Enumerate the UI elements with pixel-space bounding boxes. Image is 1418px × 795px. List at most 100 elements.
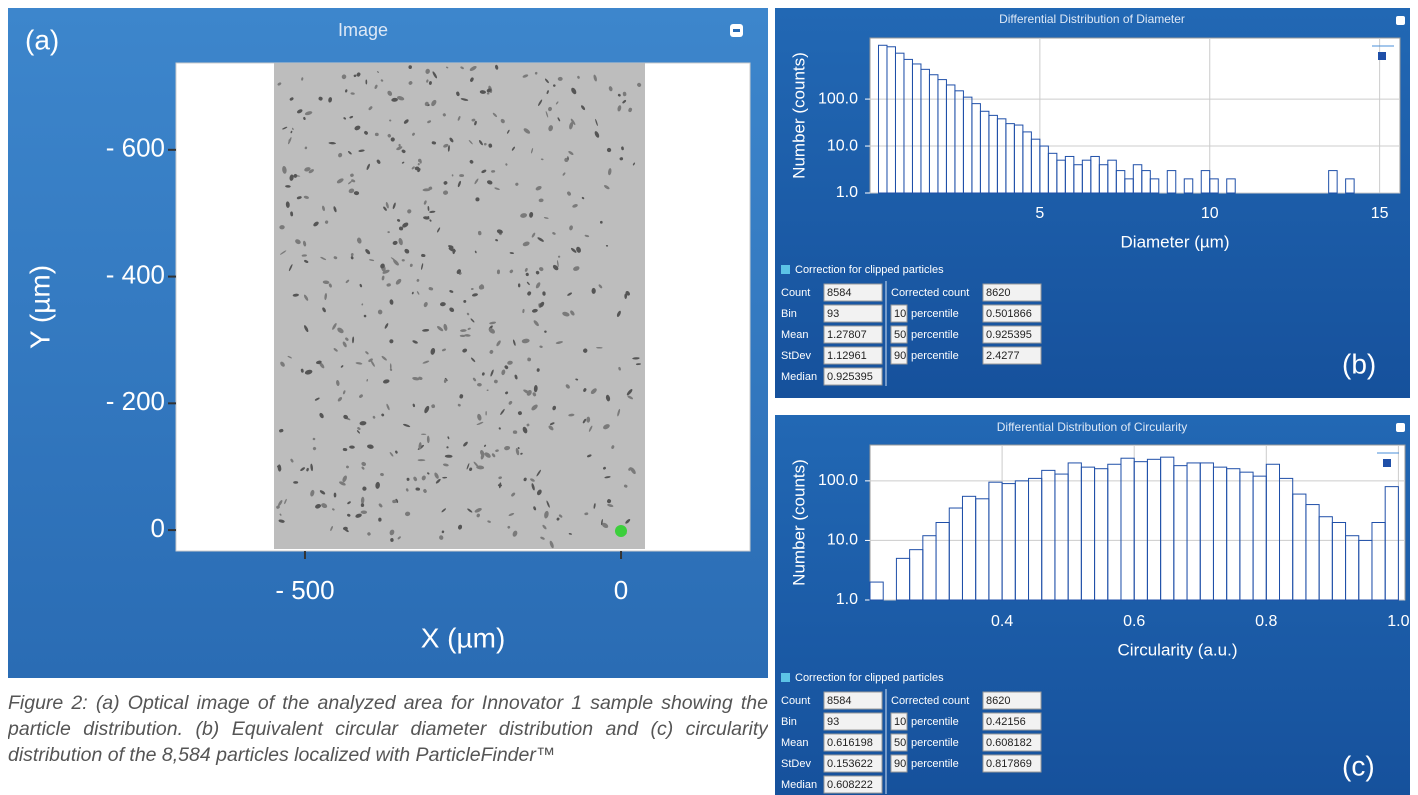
speck [359,394,363,398]
stat-value: 2.4277 [986,350,1020,362]
stat-box [823,325,883,344]
y-tick-label: - 400 [106,259,165,289]
plot-area [869,444,1406,601]
speck [544,330,547,333]
speck [582,418,587,424]
speck [473,461,479,467]
speck [280,361,285,367]
speck [536,368,540,372]
speck [443,378,447,383]
minimize-icon[interactable] [1396,16,1405,25]
speck [470,357,476,363]
speck [607,503,614,507]
speck [351,179,356,183]
speck [628,107,633,113]
speck [457,115,461,121]
speck [442,476,448,479]
speck [607,499,612,504]
speck [359,421,367,426]
speck [412,132,415,136]
speck [492,112,498,118]
stat-label: Mean [781,737,809,749]
y-axis-label: Number (counts) [789,459,808,586]
stats-legend: Correction for clipped particles [795,264,944,276]
speck [628,467,632,471]
x-axis-label: Diameter (µm) [1121,232,1230,251]
speck [619,157,624,161]
speck [529,211,534,218]
speck [435,478,441,484]
speck [627,395,634,400]
speck [447,145,450,152]
speck [312,437,316,441]
speck [443,181,448,185]
speck [617,408,621,417]
stat-box [890,346,908,365]
speck [289,97,294,101]
speck [527,357,532,362]
speck [520,452,523,455]
speck [530,478,535,482]
speck [467,508,473,513]
speck [285,201,290,208]
speck [380,472,384,477]
speck [280,250,287,255]
speck [539,267,544,272]
speck [365,249,371,255]
speck [391,97,398,102]
y-tick-label: 100.0 [818,472,858,489]
speck [336,380,340,387]
speck [549,422,555,425]
stat-value: 10 [894,716,906,728]
stat-value: 8620 [986,287,1010,299]
speck [374,84,378,89]
speck [470,318,475,323]
speck [340,365,344,368]
speck [333,348,338,352]
speck [368,106,373,111]
bar [1345,178,1355,194]
speck [417,163,420,166]
speck [413,476,418,482]
speck [403,423,411,428]
speck [618,366,621,371]
speck [604,185,610,190]
speck [412,340,418,344]
speck [429,219,432,222]
speck [459,526,462,529]
stat-box [890,325,908,344]
speck [333,492,337,498]
speck [617,105,622,112]
speck [406,477,410,481]
speck [375,481,380,489]
speck [537,237,544,242]
speck [361,461,367,467]
y-tick-label: - 600 [106,133,165,163]
stat-value: 8620 [986,695,1010,707]
speck [468,139,473,145]
speck [469,66,477,71]
speck [562,172,566,176]
speck [505,391,509,395]
speck [542,291,546,296]
speck [310,463,313,472]
stat-box [982,283,1042,302]
minimize-icon[interactable] [1396,423,1405,432]
speck [606,147,612,153]
stat-value: 93 [827,308,839,320]
speck [488,328,495,334]
speck [476,421,484,426]
speck [332,323,337,330]
speck [360,510,368,514]
speck [427,120,432,124]
stat-box [982,691,1042,710]
speck [428,287,434,291]
speck [474,508,482,513]
speck [486,180,493,185]
speck [526,281,530,286]
speck [301,254,307,257]
chart-title: Differential Distribution of Circularity [997,420,1188,434]
speck [464,334,471,337]
speck [349,115,354,119]
stat-value: 0.608182 [986,737,1032,749]
